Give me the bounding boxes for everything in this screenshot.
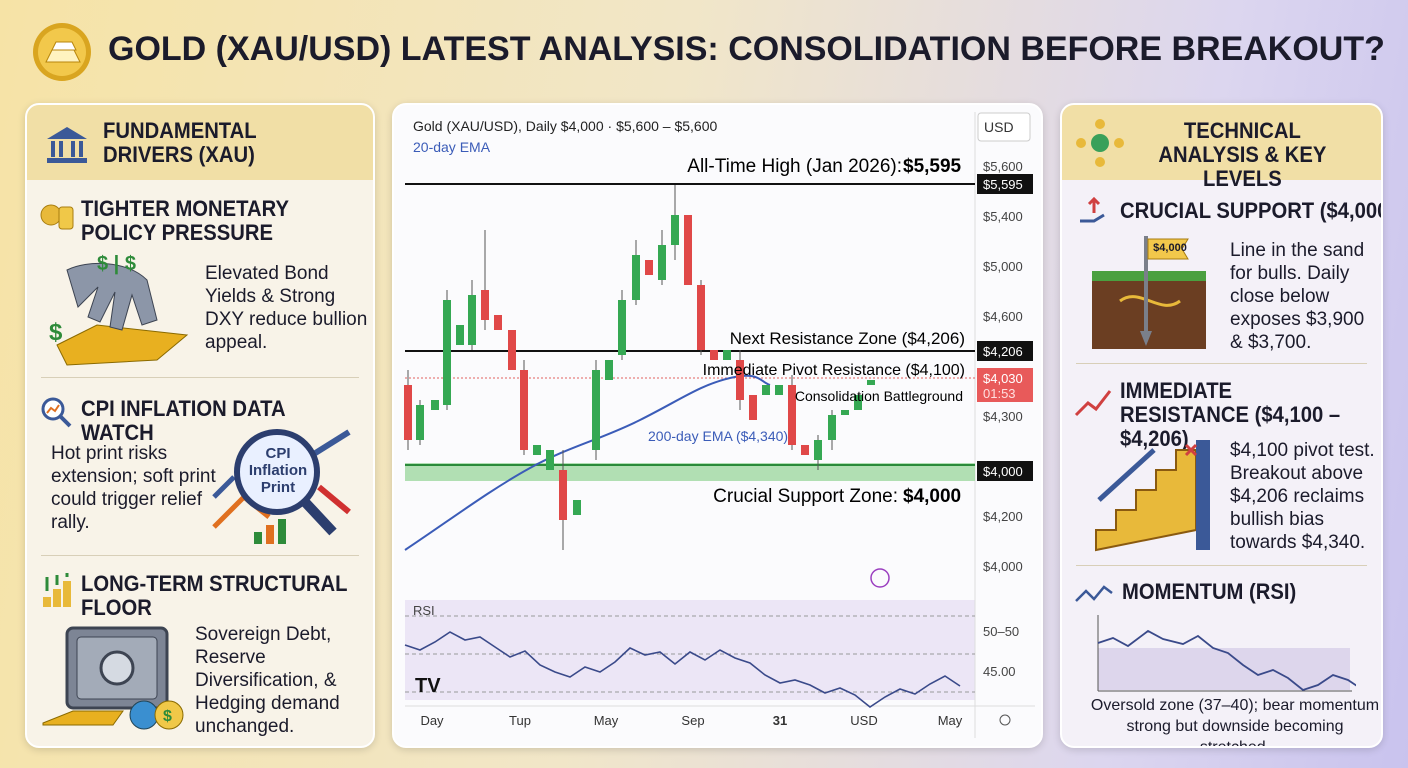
chart-header: Gold (XAU/USD), Daily $4,000 · $5,600 – …: [413, 118, 717, 134]
coin-icon: [40, 204, 74, 230]
price-label: $5,000: [983, 259, 1023, 274]
flag-illustration: [1092, 236, 1206, 349]
stairs-illustration: [1095, 440, 1210, 552]
section-title: LONG-TERM STRUCTURAL FLOOR: [81, 571, 348, 620]
support-icon: [1080, 196, 1105, 223]
tv-logo: TV: [415, 675, 441, 697]
price-label: $4,206: [983, 344, 1023, 359]
svg-text:$: $: [49, 319, 63, 346]
annotation: Crucial Support Zone:: [713, 486, 898, 507]
price-chart: USD Gold (XAU/USD), Daily $4,000 · $5,60…: [404, 112, 1035, 738]
page-title: GOLD (XAU/USD) LATEST ANALYSIS: CONSOLID…: [108, 30, 1385, 68]
x-label: May: [594, 713, 619, 728]
ema-curve: [404, 374, 771, 551]
section-title: CPI INFLATION DATA WATCH: [81, 396, 285, 445]
panel-title: FUNDAMENTAL DRIVERS (XAU): [103, 118, 257, 167]
section-title: MOMENTUM (RSI): [1122, 579, 1297, 604]
price-box: [977, 174, 1033, 194]
annotation: Immediate Pivot Resistance ($4,100): [703, 362, 965, 379]
magnifier-icon: [41, 397, 72, 428]
x-label: Day: [420, 713, 444, 728]
bank-icon: [47, 127, 87, 163]
rsi-background: [405, 600, 975, 700]
currency: USD: [984, 119, 1014, 135]
annotation: Next Resistance Zone ($4,206): [730, 329, 965, 348]
floor-icon: [43, 573, 71, 607]
rsi-tick: 50–50: [983, 624, 1019, 639]
x-label: May: [938, 713, 963, 728]
price-box: [977, 461, 1033, 481]
cpi-illustration: [212, 429, 351, 544]
annotation: Consolidation Battleground: [795, 388, 963, 404]
x-label: 31: [773, 713, 787, 728]
section-title: IMMEDIATE RESISTANCE ($4,100 – $4,206): [1120, 378, 1341, 451]
price-label: $4,000: [983, 559, 1023, 574]
price-label: $4,300: [983, 409, 1023, 424]
network-icon: [1076, 119, 1124, 167]
section-title: CRUCIAL SUPPORT ($4,000): [1120, 198, 1383, 223]
settings-icon[interactable]: [999, 714, 1011, 726]
price-label: $5,400: [983, 209, 1023, 224]
rsi-label: RSI: [413, 603, 435, 618]
vault-illustration: $: [42, 626, 184, 730]
section-text: Oversold zone (37–40); bear momentum str…: [1090, 697, 1380, 748]
section-text: Sovereign Debt, Reserve Diversification,…: [195, 624, 340, 737]
annotation: $4,000: [903, 486, 961, 507]
annotation: $5,595: [903, 156, 962, 177]
gold-icon: [33, 23, 91, 81]
rsi-line: [404, 631, 961, 708]
annotation: All-Time High (Jan 2026):: [687, 156, 902, 177]
section-text: Hot print risks extension; soft print co…: [51, 443, 216, 533]
cpi-label: CPI Inflation Print: [248, 445, 308, 496]
x-label: Tup: [509, 713, 531, 728]
rsi-tick: 45.00: [983, 664, 1016, 679]
currency-box: [977, 112, 1031, 142]
price-label: $4,600: [983, 309, 1023, 324]
svg-text:$ | $: $ | $: [97, 253, 136, 275]
annotation: 200-day EMA ($4,340): [648, 428, 788, 444]
price-label: $4,000: [983, 464, 1023, 479]
rsi-sparkline: [1097, 615, 1356, 692]
flag-label: $4,000: [1153, 242, 1187, 254]
svg-text:$: $: [163, 708, 172, 725]
x-label: USD: [850, 713, 877, 728]
price-label: $4,200: [983, 509, 1023, 524]
price-box: [977, 368, 1033, 402]
section-text: $4,100 pivot test. Breakout above $4,206…: [1230, 440, 1375, 553]
x-label: Sep: [681, 713, 704, 728]
robot-hand-illustration: $ | $ $: [49, 253, 189, 366]
flash-icon: [870, 568, 890, 588]
section-text: Line in the sand for bulls. Daily close …: [1230, 240, 1365, 353]
rsi-icon: [1075, 585, 1113, 602]
right-panel: TECHNICAL ANALYSIS & KEY LEVELS CRUCIAL …: [1060, 103, 1383, 748]
section-text: Elevated Bond Yields & Strong DXY reduce…: [205, 263, 368, 353]
section-title: TIGHTER MONETARY POLICY PRESSURE: [81, 196, 289, 245]
price-label: $4,030: [983, 371, 1023, 386]
panel-title: TECHNICAL ANALYSIS & KEY LEVELS: [1158, 118, 1327, 191]
price-label: $5,595: [983, 177, 1023, 192]
ema-label: 20-day EMA: [413, 139, 491, 155]
price-box: [977, 341, 1033, 361]
trend-icon: [1074, 390, 1112, 417]
left-panel: FUNDAMENTAL DRIVERS (XAU) TIGHTER MONETA…: [25, 103, 375, 748]
countdown: 01:53: [983, 386, 1016, 401]
price-label: $5,600: [983, 159, 1023, 174]
